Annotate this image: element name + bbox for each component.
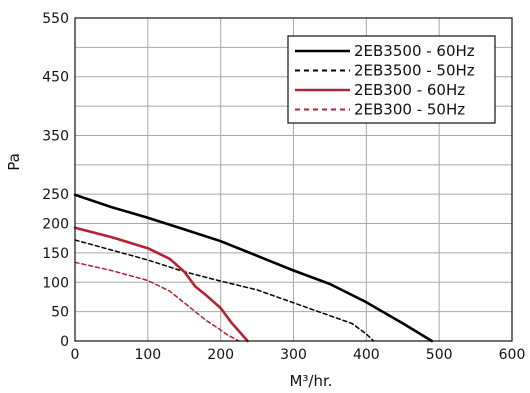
x-tick-label: 100 [134, 347, 161, 363]
series-lines [73, 193, 434, 343]
legend-label: 2EB3500 - 50Hz [354, 62, 475, 80]
x-tick-labels: 0 100 200 300 400 500 600 [71, 347, 526, 363]
y-tick-label: 100 [42, 275, 69, 291]
x-tick-label: 400 [353, 347, 380, 363]
y-tick-label: 350 [42, 128, 69, 144]
y-tick-label: 200 [42, 217, 69, 233]
y-tick-label: 250 [42, 187, 69, 203]
x-tick-label: 0 [71, 347, 80, 363]
x-tick-label: 600 [499, 347, 526, 363]
y-tick-labels: 0 50 100 150 200 250 350 450 550 [42, 11, 69, 350]
y-tick-label: 0 [60, 334, 69, 350]
x-tick-label: 500 [426, 347, 453, 363]
x-tick-label: 300 [280, 347, 307, 363]
y-axis-label: Pa [5, 153, 23, 171]
series-line-4 [74, 261, 240, 342]
series-line-2 [74, 239, 375, 342]
legend-label: 2EB300 - 60Hz [354, 81, 465, 99]
x-axis-label: M³/hr. [289, 372, 332, 390]
legend-label: 2EB3500 - 60Hz [354, 42, 475, 60]
y-tick-label: 450 [42, 70, 69, 86]
y-tick-label: 550 [42, 11, 69, 27]
y-tick-label: 150 [42, 246, 69, 262]
series-line-3 [73, 226, 249, 343]
y-tick-label: 50 [51, 305, 69, 321]
x-tick-label: 200 [207, 347, 234, 363]
series-line-1 [73, 193, 434, 343]
plot-frame [74, 17, 513, 342]
legend-label: 2EB300 - 50Hz [354, 101, 465, 119]
